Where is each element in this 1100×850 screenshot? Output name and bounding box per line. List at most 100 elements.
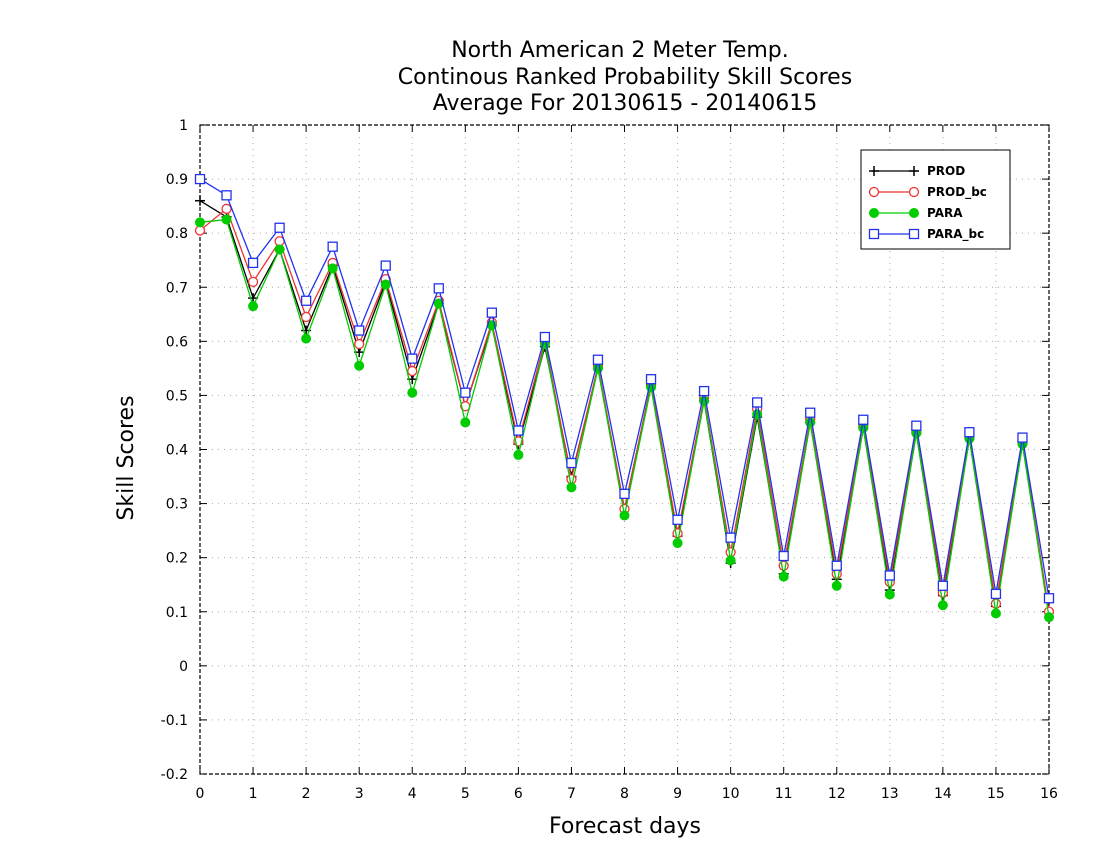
chart-title-line-2: Continous Ranked Probability Skill Score…: [398, 65, 852, 90]
data-point: [672, 538, 683, 549]
legend-entry-para: PARA: [869, 206, 963, 220]
data-point: [725, 555, 736, 566]
data-point: [433, 283, 444, 294]
series-para-bc: [194, 173, 1055, 604]
axis-ticks: -0.2-0.100.10.20.30.40.50.60.70.80.910 1 2…: [161, 118, 1058, 802]
legend-marker: [869, 208, 879, 218]
x-tick-label: 13: [881, 786, 899, 802]
legend-marker: [869, 166, 879, 176]
y-tick-label: 0.2: [166, 551, 188, 567]
data-point: [645, 374, 657, 385]
data-point: [752, 397, 763, 408]
data-point: [778, 571, 789, 582]
x-tick-label: 7: [567, 786, 576, 802]
data-point: [380, 260, 391, 271]
data-point: [805, 417, 816, 428]
data-point: [672, 528, 683, 539]
data-point: [300, 311, 312, 323]
data-point: [858, 414, 869, 425]
data-point: [725, 532, 736, 543]
data-point: [539, 331, 551, 343]
y-tick-label: 0.3: [166, 497, 188, 513]
data-point: [937, 600, 948, 611]
x-tick-label: 5: [461, 786, 470, 802]
data-point: [778, 560, 789, 571]
legend-label: PARA: [927, 206, 963, 220]
legend-marker: [908, 228, 920, 240]
legend-marker: [909, 166, 919, 176]
data-point: [619, 488, 630, 499]
data-point: [937, 580, 949, 591]
y-tick-label: 0.5: [166, 388, 188, 404]
chart-title-line-3: Average For 20130615 - 20140615: [433, 91, 818, 116]
y-tick-label: 0: [179, 659, 188, 675]
x-tick-label: 3: [355, 786, 364, 802]
legend-entry-para-bc: PARA_bc: [868, 227, 984, 242]
data-point: [354, 325, 365, 336]
data-point: [248, 301, 259, 312]
grid-lines: [200, 125, 1049, 774]
data-point: [566, 457, 577, 469]
data-point: [327, 241, 338, 252]
data-point: [460, 417, 471, 428]
data-point: [221, 203, 232, 214]
x-tick-label: 10: [722, 786, 740, 802]
x-tick-label: 11: [775, 786, 793, 802]
y-tick-label: 0.1: [166, 605, 188, 621]
data-point: [1043, 593, 1055, 604]
y-tick-label: -0.2: [161, 767, 188, 783]
data-point: [327, 263, 338, 274]
series-layer: [194, 173, 1055, 623]
y-tick-label: 1: [179, 118, 188, 134]
data-point: [672, 514, 683, 525]
data-point: [380, 279, 391, 290]
data-point: [195, 217, 205, 228]
legend-label: PARA_bc: [927, 227, 984, 242]
data-point: [566, 482, 577, 493]
y-tick-label: 0.6: [166, 334, 188, 350]
data-point: [831, 580, 842, 591]
legend-marker: [868, 228, 880, 240]
y-tick-label: -0.1: [161, 713, 188, 729]
data-point: [592, 354, 604, 365]
data-point: [990, 588, 1002, 600]
legend-label: PROD_bc: [927, 185, 987, 200]
data-point: [274, 222, 285, 233]
y-tick-label: 0.4: [166, 443, 188, 459]
y-tick-label: 0.8: [166, 226, 188, 242]
legend-marker: [908, 186, 920, 198]
series-para: [195, 214, 1054, 623]
x-axis-label: Forecast days: [549, 814, 701, 839]
data-point: [194, 173, 206, 185]
data-point: [407, 353, 418, 364]
data-point: [221, 214, 232, 225]
data-point: [911, 420, 922, 431]
data-point: [354, 360, 365, 371]
data-point: [195, 195, 205, 206]
data-point: [1044, 612, 1054, 623]
series-prod: [195, 195, 1054, 617]
legend-marker: [868, 186, 880, 198]
x-tick-label: 16: [1040, 786, 1058, 802]
data-point: [884, 589, 895, 600]
x-tick-label: 9: [673, 786, 682, 802]
data-point: [247, 276, 259, 287]
data-point: [460, 387, 471, 398]
data-point: [831, 560, 842, 571]
data-point: [301, 333, 312, 344]
x-tick-label: 0: [196, 786, 205, 802]
data-point: [1017, 432, 1028, 443]
legend-entry-prod-bc: PROD_bc: [868, 185, 987, 200]
data-point: [513, 425, 524, 436]
data-point: [407, 365, 418, 377]
data-point: [221, 190, 232, 201]
x-tick-label: 12: [828, 786, 846, 802]
y-tick-label: 0.7: [166, 280, 188, 296]
x-tick-label: 8: [620, 786, 629, 802]
x-tick-label: 6: [514, 786, 523, 802]
data-point: [698, 385, 710, 397]
legend: PROD PROD_bc PARA PARA_bc: [860, 149, 1011, 250]
data-point: [619, 510, 630, 521]
data-point: [964, 427, 975, 438]
